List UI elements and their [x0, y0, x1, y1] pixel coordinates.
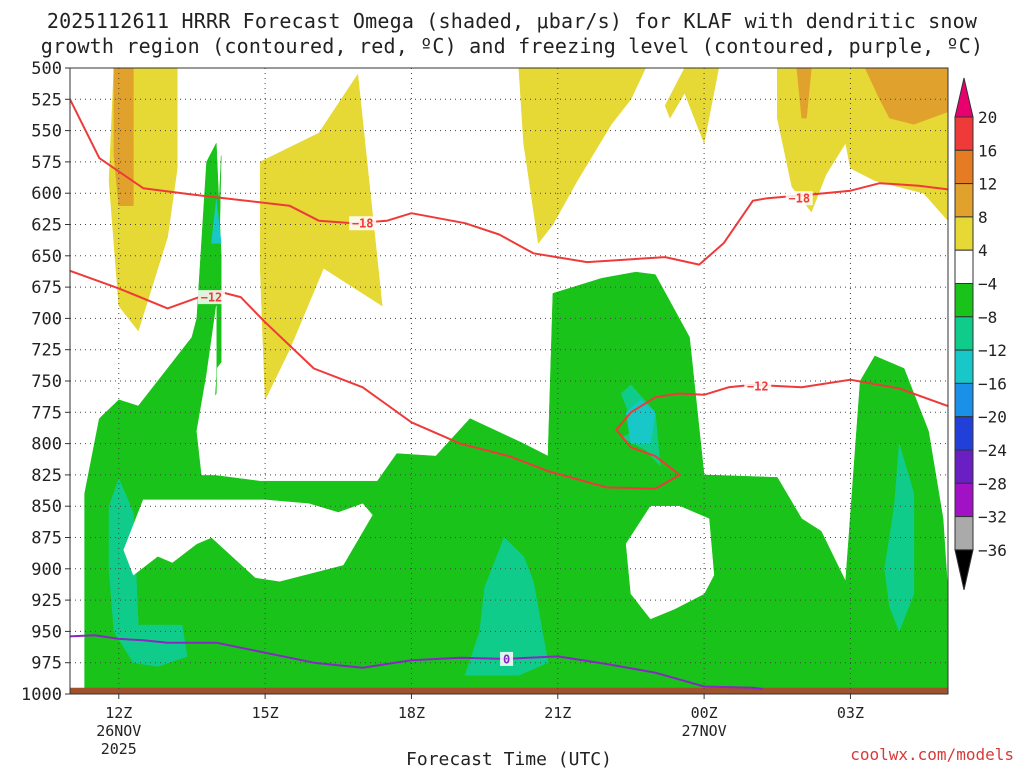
y-tick-label-975: 975	[31, 654, 62, 674]
omega-weak-region-1	[196, 305, 217, 476]
y-tick-label-925: 925	[31, 591, 62, 611]
omega-region-6	[864, 68, 948, 125]
colorbar-swatch-12	[954, 482, 974, 518]
x-tick-label-15Z: 15Z	[252, 704, 279, 722]
y-tick-label-525: 525	[31, 90, 62, 110]
colorbar-swatch-7	[954, 316, 974, 351]
x-axis-title: Forecast Time (UTC)	[406, 749, 612, 768]
colorbar-label-0: 20	[978, 108, 997, 127]
contour-m18-label-bg-0	[349, 216, 377, 231]
colorbar-label-4: 4	[978, 241, 988, 260]
omega-region-2	[259, 74, 383, 401]
contour-m12-label-0: −12	[201, 291, 223, 305]
source-url: coolwx.com/models	[850, 745, 1014, 764]
colorbar-swatch-2	[954, 149, 974, 185]
x-date-label-12Z: 26NOV	[96, 722, 141, 740]
omega-region-10	[464, 537, 549, 676]
omega-weak-region-0	[123, 499, 373, 582]
y-tick-label-625: 625	[31, 216, 62, 236]
contour-m12-line	[70, 269, 948, 490]
contour-m18-label-0: −18	[352, 217, 374, 231]
contour-m12-label-bg-0	[197, 290, 225, 305]
omega-region-9	[108, 478, 188, 667]
y-tick-label-1000: 1000	[21, 685, 62, 705]
omega-region-12	[884, 443, 915, 632]
colorbar-label-11: −28	[978, 474, 1007, 493]
colorbar-swatch-4	[954, 216, 974, 251]
colorbar-swatch-9	[954, 382, 974, 418]
colorbar-label-7: −12	[978, 341, 1007, 360]
y-tick-label-550: 550	[31, 122, 62, 142]
colorbar-swatch-8	[954, 349, 974, 384]
colorbar-swatch-1	[954, 116, 974, 151]
colorbar-swatch-5	[954, 249, 974, 284]
omega-region-1	[113, 68, 134, 206]
contour-m18-label-1: −18	[788, 192, 810, 206]
y-tick-label-825: 825	[31, 466, 62, 486]
contour-m18-label-bg-1	[785, 191, 813, 206]
contour-m18-line	[70, 98, 948, 266]
colorbar-label-10: −24	[978, 441, 1007, 460]
x-tick-label-21Z: 21Z	[544, 704, 571, 722]
x-date-label-00Z: 27NOV	[682, 722, 727, 740]
chart-title-line-2: growth region (contoured, red, ºC) and f…	[40, 34, 984, 58]
colorbar-top-arrow	[954, 77, 974, 118]
colorbar-swatch-3	[954, 183, 974, 218]
contour-m12-label-bg-1	[744, 379, 772, 394]
omega-weak-region-2	[625, 505, 715, 620]
colorbar-swatch-10	[954, 416, 974, 451]
colorbar-bottom-arrow	[954, 549, 974, 591]
colorbar-swatch-6	[954, 283, 974, 318]
colorbar-label-2: 12	[978, 175, 997, 194]
y-tick-label-850: 850	[31, 497, 62, 517]
colorbar-label-13: −36	[978, 541, 1007, 560]
omega-region-7	[796, 68, 812, 119]
x-tick-label-03Z: 03Z	[837, 704, 864, 722]
x-year-label-12Z: 2025	[101, 740, 137, 758]
below-ground-band	[70, 687, 948, 694]
contour-m12-label-1: −12	[747, 380, 769, 394]
y-tick-label-725: 725	[31, 341, 62, 361]
x-tick-label-00Z: 00Z	[691, 704, 718, 722]
y-tick-label-600: 600	[31, 184, 62, 204]
colorbar-label-9: −20	[978, 408, 1007, 427]
colorbar-swatch-13	[954, 516, 974, 551]
y-tick-label-900: 900	[31, 560, 62, 580]
y-tick-label-675: 675	[31, 278, 62, 298]
colorbar-label-8: −16	[978, 374, 1007, 393]
y-tick-label-800: 800	[31, 435, 62, 455]
colorbar-label-1: 16	[978, 141, 997, 160]
y-tick-label-950: 950	[31, 622, 62, 642]
y-tick-label-700: 700	[31, 309, 62, 329]
x-tick-label-18Z: 18Z	[398, 704, 425, 722]
omega-region-3	[518, 68, 646, 244]
contour-0-line	[70, 634, 763, 690]
omega-region-4	[664, 68, 719, 144]
y-tick-label-750: 750	[31, 372, 62, 392]
contour-0-label-bg-0	[500, 651, 514, 666]
x-tick-label-12Z: 12Z	[105, 704, 132, 722]
colorbar-label-12: −32	[978, 508, 1007, 527]
omega-region-14	[211, 199, 222, 244]
chart-title-line-1: 2025112611 HRRR Forecast Omega (shaded, …	[46, 9, 978, 33]
colorbar-label-6: −8	[978, 308, 997, 327]
contour-0-label-0: 0	[503, 652, 510, 666]
colorbar-label-5: −4	[978, 275, 997, 294]
colorbar-swatch-11	[954, 449, 974, 484]
y-tick-label-875: 875	[31, 529, 62, 549]
y-tick-label-650: 650	[31, 247, 62, 267]
colorbar-label-3: 8	[978, 208, 988, 227]
y-tick-label-575: 575	[31, 153, 62, 173]
y-tick-label-775: 775	[31, 403, 62, 423]
y-tick-label-500: 500	[31, 59, 62, 79]
